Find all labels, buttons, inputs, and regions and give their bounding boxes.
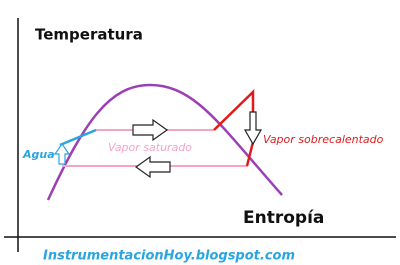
water-line xyxy=(59,128,97,147)
arrow-down xyxy=(243,111,263,146)
arrow-right xyxy=(132,118,169,142)
arrow-up xyxy=(53,142,71,165)
saturated-label: Vapor saturado xyxy=(108,141,192,154)
arrow-left xyxy=(134,155,171,179)
x-axis-label: Entropía xyxy=(243,208,324,228)
water-label: Agua xyxy=(22,148,55,161)
superheated-label: Vapor sobrecalentado xyxy=(263,133,384,146)
y-axis-label: Temperatura xyxy=(35,26,143,44)
footer: InstrumentacionHoy.blogspot.com xyxy=(43,249,295,264)
saturation-dome xyxy=(46,83,283,201)
